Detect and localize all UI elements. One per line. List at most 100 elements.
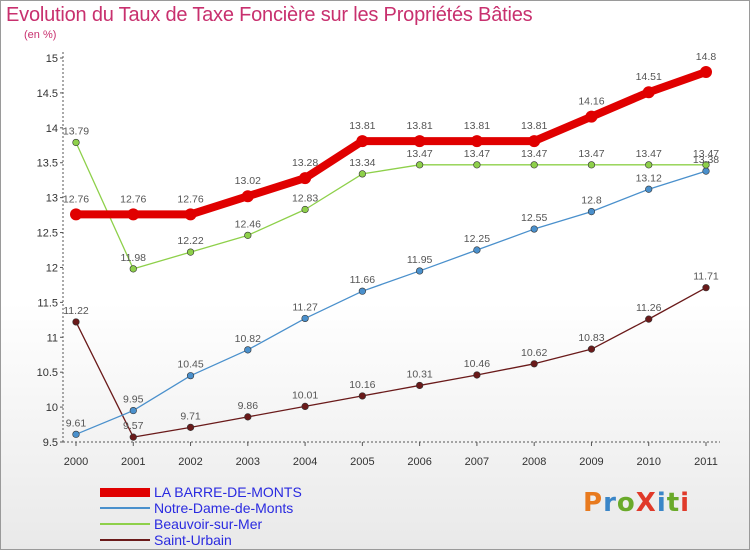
series-3-point: [530, 360, 538, 368]
series-3-data-label: 10.01: [292, 389, 318, 401]
series-1-data-label: 13.12: [636, 172, 662, 184]
series-0-point: [127, 208, 140, 221]
y-tick-label: 11: [47, 332, 58, 344]
legend-swatch: [100, 507, 150, 509]
y-tick-label: 12.5: [37, 228, 58, 240]
x-tick-label: 2003: [236, 456, 260, 468]
series-1-point: [587, 208, 596, 216]
series-3-data-label: 11.22: [63, 305, 89, 317]
series-0-point: [413, 135, 426, 148]
series-0-point: [70, 208, 82, 221]
series-1-point: [72, 430, 80, 438]
chart-title: Evolution du Taux de Taxe Foncière sur l…: [6, 4, 533, 26]
series-3-data-label: 10.31: [406, 368, 432, 380]
x-tick-label: 2005: [350, 456, 374, 468]
series-3-point: [473, 371, 481, 379]
logo-letter: i: [656, 488, 667, 518]
series-0-data-label: 14.16: [578, 96, 604, 108]
series-line-1: [75, 170, 707, 435]
series-3-data-label: 10.83: [578, 332, 604, 344]
series-2-data-label: 13.79: [63, 125, 89, 137]
series-1-data-label: 12.55: [521, 212, 547, 224]
series-1-point: [186, 372, 195, 380]
series-3-data-label: 9.86: [238, 400, 259, 412]
series-1-point: [530, 225, 538, 233]
y-tick-label: 10.5: [37, 367, 58, 379]
series-0-data-label: 13.28: [292, 157, 318, 169]
y-tick-label: 15: [46, 53, 58, 65]
series-2-point: [645, 161, 653, 169]
logo-letter: o: [616, 488, 636, 518]
series-2-data-label: 13.47: [636, 148, 662, 160]
series-1-point: [702, 167, 710, 175]
series-0-data-label: 13.81: [349, 120, 375, 132]
series-2-point: [301, 205, 309, 214]
x-tick-label: 2000: [64, 456, 88, 468]
series-3-point: [358, 392, 366, 400]
logo-letter: t: [666, 488, 681, 518]
series-3-data-label: 11.71: [693, 271, 719, 283]
series-2-point: [702, 161, 710, 169]
y-tick-label: 13: [46, 193, 58, 205]
series-1-data-label: 12.25: [464, 233, 490, 245]
legend-label: Saint-Urbain: [154, 532, 232, 548]
series-1-point: [416, 267, 424, 275]
series-1-point: [473, 246, 481, 254]
series-0-data-label: 13.81: [406, 120, 432, 132]
series-2-data-label: 13.47: [578, 148, 604, 160]
series-2-data-label: 13.47: [521, 148, 547, 160]
series-3-point: [244, 413, 252, 421]
series-2-point: [358, 170, 366, 178]
legend-label: Notre-Dame-de-Monts: [154, 500, 294, 516]
series-1-data-label: 11.95: [407, 254, 433, 266]
series-0-data-label: 12.76: [63, 193, 89, 205]
y-tick-label: 14.5: [37, 88, 58, 100]
y-tick-label: 14: [46, 123, 58, 135]
series-3-point: [301, 402, 309, 410]
series-3-point: [702, 284, 710, 292]
series-3-data-label: 9.57: [123, 420, 144, 432]
series-3-data-label: 10.16: [349, 379, 375, 391]
logo-letter: X: [635, 488, 657, 518]
x-tick-label: 2008: [522, 456, 546, 468]
series-2-point: [530, 161, 538, 169]
y-tick-label: 13.5: [37, 158, 58, 170]
series-0-data-label: 13.02: [235, 175, 261, 187]
series-2-point: [129, 265, 137, 273]
series-0-data-label: 14.51: [636, 71, 662, 83]
series-3-data-label: 10.62: [521, 347, 547, 359]
series-3-point: [129, 433, 137, 441]
series-3-point: [186, 423, 195, 431]
series-2-data-label: 12.22: [177, 235, 203, 247]
x-tick-label: 2007: [465, 456, 489, 468]
legend-swatch: [100, 539, 150, 541]
series-0-data-label: 14.8: [696, 51, 717, 63]
series-2-point: [473, 161, 481, 169]
legend-swatch: [100, 487, 150, 497]
logo-letter: r: [603, 488, 617, 518]
x-tick-label: 2001: [121, 456, 145, 468]
y-tick-label: 12: [46, 262, 58, 274]
chart-unit-label: (en %): [24, 29, 57, 41]
series-3-data-label: 9.71: [180, 410, 201, 422]
series-1-data-label: 11.66: [350, 274, 376, 286]
series-1-data-label: 11.27: [292, 301, 318, 313]
series-1-point: [301, 314, 309, 323]
series-1-data-label: 9.61: [66, 417, 87, 429]
series-1-data-label: 10.82: [235, 333, 261, 345]
y-tick-label: 10: [46, 402, 58, 414]
series-2-point: [416, 161, 424, 169]
series-2-point: [587, 161, 596, 169]
series-2-data-label: 13.47: [693, 148, 719, 160]
series-0-data-label: 13.81: [521, 120, 547, 132]
series-0-point: [184, 208, 197, 221]
series-line-2: [75, 142, 706, 270]
series-3-point: [416, 381, 424, 390]
x-tick-label: 2006: [407, 456, 431, 468]
series-3-point: [587, 345, 596, 353]
series-0-point: [356, 135, 369, 148]
series-0-point: [585, 110, 598, 123]
series-2-point: [72, 138, 80, 147]
series-0-point: [528, 135, 541, 148]
